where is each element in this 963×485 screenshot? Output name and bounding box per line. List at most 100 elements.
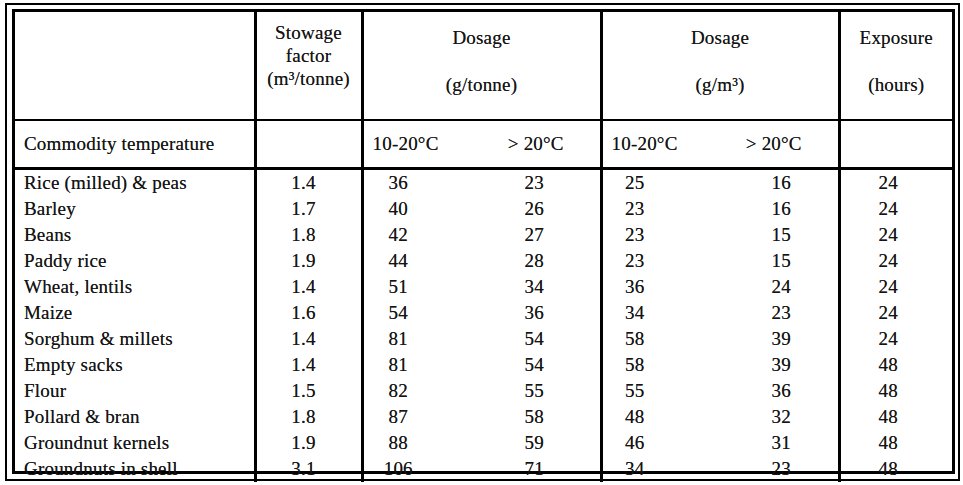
cell-commodity: Barley — [15, 196, 255, 222]
cell-exposure: 48 — [839, 456, 952, 482]
cell-gm-low: 34 — [601, 456, 719, 482]
cell-exposure: 24 — [839, 248, 952, 274]
cell-gm-low: 55 — [601, 378, 719, 404]
exposure-header: Exposure (hours) — [839, 12, 952, 120]
cell-commodity: Empty sacks — [15, 352, 255, 378]
cell-commodity: Wheat, lentils — [15, 274, 255, 300]
cell-gm-high: 15 — [719, 248, 839, 274]
cell-gm-low: 23 — [601, 222, 719, 248]
table-header: Stowage factor (m³/tonne) Dosage (g/tonn… — [15, 12, 952, 169]
cell-gt-high: 54 — [481, 326, 601, 352]
cell-gm-low: 58 — [601, 326, 719, 352]
cell-gt-high: 58 — [481, 404, 601, 430]
cell-gt-low: 81 — [362, 352, 481, 378]
temp-range-high-label: > 20°C — [719, 120, 839, 169]
cell-stowage: 1.4 — [255, 274, 362, 300]
table-row: Groundnuts in shell3.110671342348 — [15, 456, 952, 482]
scanned-document-page: Stowage factor (m³/tonne) Dosage (g/tonn… — [0, 0, 963, 485]
commodity-temperature-label: Commodity temperature — [15, 120, 255, 169]
inner-border-rule: Stowage factor (m³/tonne) Dosage (g/tonn… — [12, 9, 955, 474]
exposure-title: Exposure — [841, 27, 953, 49]
table-row: Maize1.65436342324 — [15, 300, 952, 326]
cell-gm-high: 31 — [719, 430, 839, 456]
cell-exposure: 48 — [839, 430, 952, 456]
cell-gm-high: 36 — [719, 378, 839, 404]
cell-exposure: 24 — [839, 300, 952, 326]
cell-gm-low: 23 — [601, 248, 719, 274]
cell-gm-high: 32 — [719, 404, 839, 430]
cell-commodity: Flour — [15, 378, 255, 404]
cell-exposure: 24 — [839, 196, 952, 222]
cell-stowage: 1.9 — [255, 248, 362, 274]
cell-gm-high: 24 — [719, 274, 839, 300]
cell-gt-high: 54 — [481, 352, 601, 378]
cell-stowage: 1.8 — [255, 222, 362, 248]
cell-stowage: 1.4 — [255, 169, 362, 197]
cell-exposure: 24 — [839, 326, 952, 352]
table-row: Paddy rice1.94428231524 — [15, 248, 952, 274]
cell-exposure: 48 — [839, 404, 952, 430]
cell-commodity: Pollard & bran — [15, 404, 255, 430]
cell-gt-low: 51 — [362, 274, 481, 300]
cell-stowage: 1.9 — [255, 430, 362, 456]
header-row-units: Stowage factor (m³/tonne) Dosage (g/tonn… — [15, 12, 952, 120]
table-row: Groundnut kernels1.98859463148 — [15, 430, 952, 456]
blank-corner-cell — [15, 12, 255, 120]
cell-gt-low: 88 — [362, 430, 481, 456]
cell-stowage: 1.7 — [255, 196, 362, 222]
blank-header-cell — [839, 120, 952, 169]
cell-commodity: Beans — [15, 222, 255, 248]
cell-commodity: Groundnuts in shell — [15, 456, 255, 482]
cell-stowage: 1.4 — [255, 326, 362, 352]
cell-exposure: 24 — [839, 222, 952, 248]
cell-gt-high: 28 — [481, 248, 601, 274]
header-row-temperatures: Commodity temperature 10-20°C > 20°C 10-… — [15, 120, 952, 169]
table-body: Rice (milled) & peas1.43623251624Barley1… — [15, 169, 952, 483]
cell-gt-low: 42 — [362, 222, 481, 248]
cell-gt-low: 81 — [362, 326, 481, 352]
table-row: Barley1.74026231624 — [15, 196, 952, 222]
table-row: Empty sacks1.48154583948 — [15, 352, 952, 378]
cell-gt-low: 44 — [362, 248, 481, 274]
cell-gt-high: 59 — [481, 430, 601, 456]
cell-stowage: 1.4 — [255, 352, 362, 378]
stowage-header-line: (m³/tonne) — [257, 67, 361, 90]
cell-gt-high: 71 — [481, 456, 601, 482]
exposure-unit: (hours) — [841, 74, 953, 96]
cell-commodity: Groundnut kernels — [15, 430, 255, 456]
cell-gm-low: 48 — [601, 404, 719, 430]
cell-exposure: 24 — [839, 169, 952, 197]
cell-commodity: Rice (milled) & peas — [15, 169, 255, 197]
table-row: Sorghum & millets1.48154583924 — [15, 326, 952, 352]
cell-commodity: Maize — [15, 300, 255, 326]
cell-gt-low: 54 — [362, 300, 481, 326]
cell-gm-high: 16 — [719, 196, 839, 222]
cell-gt-high: 55 — [481, 378, 601, 404]
cell-stowage: 3.1 — [255, 456, 362, 482]
cell-gm-low: 58 — [601, 352, 719, 378]
cell-gm-low: 46 — [601, 430, 719, 456]
cell-stowage: 1.6 — [255, 300, 362, 326]
cell-gm-low: 23 — [601, 196, 719, 222]
cell-gm-low: 36 — [601, 274, 719, 300]
cell-gm-low: 34 — [601, 300, 719, 326]
cell-stowage: 1.8 — [255, 404, 362, 430]
cell-commodity: Paddy rice — [15, 248, 255, 274]
fumigation-dosage-table: Stowage factor (m³/tonne) Dosage (g/tonn… — [15, 12, 952, 482]
stowage-header-line: Stowage — [257, 21, 361, 44]
dosage-title: Dosage — [603, 27, 838, 49]
cell-gm-high: 15 — [719, 222, 839, 248]
cell-gm-high: 23 — [719, 456, 839, 482]
cell-gm-high: 16 — [719, 169, 839, 197]
cell-gt-high: 34 — [481, 274, 601, 300]
table-row: Pollard & bran1.88758483248 — [15, 404, 952, 430]
cell-stowage: 1.5 — [255, 378, 362, 404]
cell-gt-low: 87 — [362, 404, 481, 430]
dosage-title: Dosage — [364, 27, 600, 49]
stowage-header-line: factor — [257, 44, 361, 67]
cell-commodity: Sorghum & millets — [15, 326, 255, 352]
cell-exposure: 48 — [839, 378, 952, 404]
cell-exposure: 48 — [839, 352, 952, 378]
cell-gt-low: 36 — [362, 169, 481, 197]
dosage-unit: (g/m³) — [603, 74, 838, 96]
